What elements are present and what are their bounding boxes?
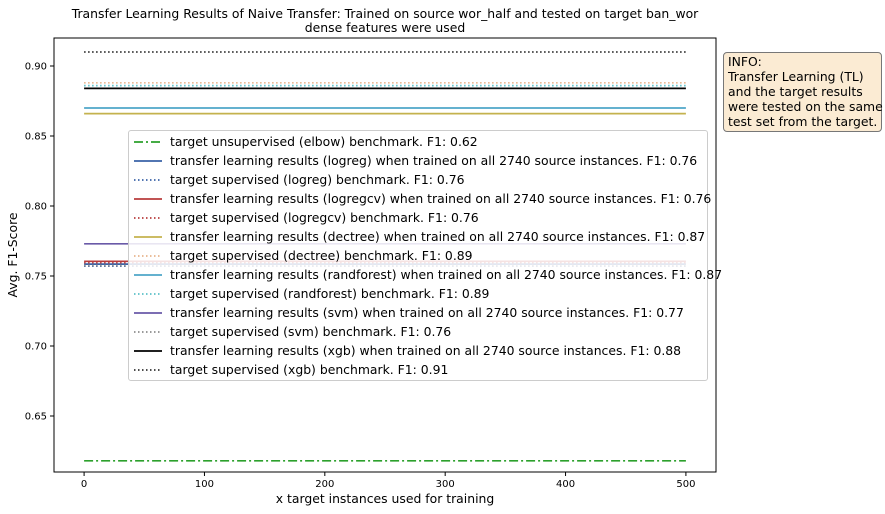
y-tick-label: 0.65 <box>25 412 47 423</box>
legend-label: target supervised (logregcv) benchmark. … <box>170 210 479 225</box>
legend-label: target supervised (svm) benchmark. F1: 0… <box>170 324 452 339</box>
legend-label: transfer learning results (randforest) w… <box>170 267 723 282</box>
y-axis-label: Avg. F1-Score <box>5 212 20 297</box>
legend-label: transfer learning results (logreg) when … <box>170 153 698 168</box>
chart-subtitle: dense features were used <box>305 20 465 35</box>
info-box: INFO: Transfer Learning (TL) and the targe… <box>723 52 883 132</box>
legend-item: transfer learning results (xgb) when tra… <box>129 341 707 360</box>
chart-title: Transfer Learning Results of Naive Trans… <box>71 6 699 21</box>
y-tick-label: 0.75 <box>25 272 47 283</box>
legend-item: transfer learning results (logreg) when … <box>129 151 707 170</box>
y-tick-label: 0.80 <box>25 202 47 213</box>
x-tick-label: 300 <box>436 479 455 490</box>
legend-label: transfer learning results (dectree) when… <box>170 229 706 244</box>
legend-item: target supervised (randforest) benchmark… <box>129 284 707 303</box>
legend-swatch <box>134 216 162 219</box>
legend-item: transfer learning results (randforest) w… <box>129 265 722 284</box>
legend-item: target unsupervised (elbow) benchmark. F… <box>129 132 707 151</box>
x-tick-label: 0 <box>81 479 87 490</box>
legend-item: target supervised (xgb) benchmark. F1: 0… <box>129 360 707 379</box>
info-line: Transfer Learning (TL) <box>728 69 864 84</box>
plot-frame <box>53 37 717 473</box>
x-tick-label: 200 <box>315 479 334 490</box>
x-tick-label: 100 <box>195 479 214 490</box>
legend-item: transfer learning results (logregcv) whe… <box>129 189 711 208</box>
legend-swatch <box>134 235 162 238</box>
legend-label: target supervised (randforest) benchmark… <box>170 286 490 301</box>
legend-swatch <box>134 292 162 295</box>
legend-swatch <box>134 273 162 276</box>
info-line: and the target results <box>728 84 863 99</box>
legend-swatch <box>134 178 162 181</box>
legend-label: transfer learning results (svm) when tra… <box>170 305 684 320</box>
legend-item: target supervised (dectree) benchmark. F… <box>129 246 707 265</box>
info-line: test set from the target. <box>728 114 878 129</box>
legend-swatch <box>134 140 162 143</box>
legend-item: target supervised (logregcv) benchmark. … <box>129 208 707 227</box>
legend-label: target supervised (dectree) benchmark. F… <box>170 248 473 263</box>
legend-label: target supervised (xgb) benchmark. F1: 0… <box>170 362 449 377</box>
legend: target unsupervised (elbow) benchmark. F… <box>128 130 722 381</box>
legend-swatch <box>134 254 162 257</box>
x-tick-label: 500 <box>676 479 695 490</box>
legend-label: target unsupervised (elbow) benchmark. F… <box>170 134 478 149</box>
y-tick-label: 0.70 <box>25 342 47 353</box>
y-tick-label: 0.85 <box>25 132 47 143</box>
legend-swatch <box>134 159 162 162</box>
legend-item: target supervised (logreg) benchmark. F1… <box>129 170 707 189</box>
legend-swatch <box>134 197 162 200</box>
info-line: INFO: <box>728 54 762 69</box>
legend-swatch <box>134 349 162 352</box>
y-tick-label: 0.90 <box>25 62 47 73</box>
legend-item: transfer learning results (svm) when tra… <box>129 303 707 322</box>
legend-swatch <box>134 368 162 371</box>
legend-swatch <box>134 311 162 314</box>
x-tick-label: 400 <box>556 479 575 490</box>
info-line: were tested on the same <box>728 99 883 114</box>
x-axis-label: x target instances used for training <box>276 491 494 506</box>
legend-swatch <box>134 330 162 333</box>
x-axis: 0 100 200 300 400 500 <box>81 472 695 490</box>
legend-item: transfer learning results (dectree) when… <box>129 227 707 246</box>
legend-label: transfer learning results (xgb) when tra… <box>170 343 682 358</box>
legend-item: target supervised (svm) benchmark. F1: 0… <box>129 322 707 341</box>
legend-label: transfer learning results (logregcv) whe… <box>170 191 712 206</box>
legend-label: target supervised (logreg) benchmark. F1… <box>170 172 465 187</box>
y-axis: 0.65 0.70 0.75 0.80 0.85 0.90 <box>25 62 54 423</box>
